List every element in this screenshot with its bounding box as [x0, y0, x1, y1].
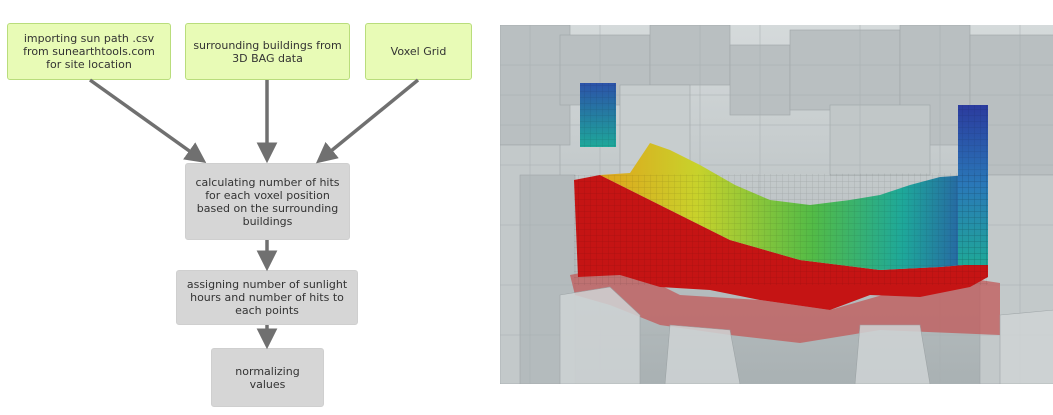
node-buildings-label: surrounding buildings from 3D BAG data	[193, 38, 342, 65]
node-calc-hits: calculating number of hits for each voxe…	[185, 163, 350, 240]
node-normalize: normalizing values	[211, 348, 324, 407]
node-normalize-label: normalizing values	[235, 364, 300, 391]
voxel-render-image	[500, 25, 1053, 384]
node-assign: assigning number of sunlight hours and n…	[176, 270, 358, 325]
node-voxel-grid-label: Voxel Grid	[390, 45, 447, 58]
node-sun-path-label: importing sun path .csv from sunearthtoo…	[23, 32, 155, 71]
edge-sun-path-to-calc	[88, 78, 207, 164]
node-sun-path: importing sun path .csv from sunearthtoo…	[7, 23, 171, 80]
flowchart-arrows	[88, 78, 420, 350]
node-buildings: surrounding buildings from 3D BAG data	[185, 23, 350, 80]
node-assign-label: assigning number of sunlight hours and n…	[186, 278, 348, 317]
edge-voxel-to-calc	[315, 78, 420, 164]
city-render	[500, 25, 1053, 384]
node-voxel-grid: Voxel Grid	[365, 23, 472, 80]
node-calc-hits-label: calculating number of hits for each voxe…	[195, 175, 340, 228]
